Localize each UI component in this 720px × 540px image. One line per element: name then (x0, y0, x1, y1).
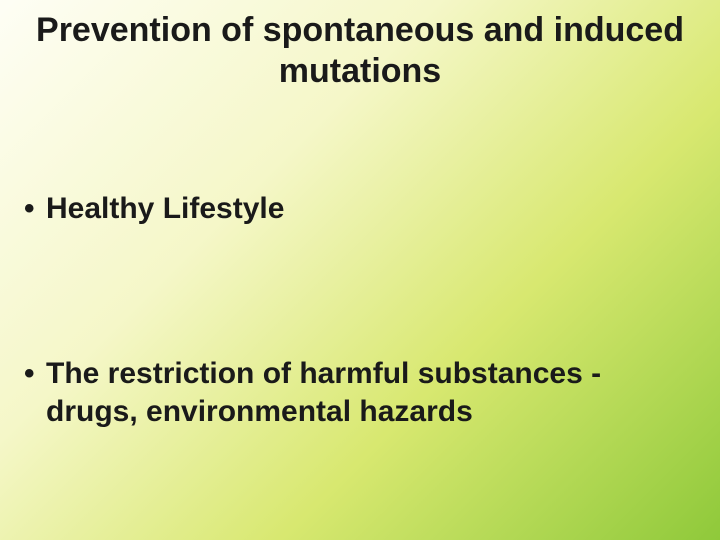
bullet-group-2: • The restriction of harmful substances … (24, 355, 696, 430)
bullet-marker: • (24, 190, 46, 226)
bullet-group-1: • Healthy Lifestyle (24, 190, 696, 228)
slide-title: Prevention of spontaneous and induced mu… (0, 0, 720, 92)
list-item: • The restriction of harmful substances … (24, 355, 696, 430)
bullet-text: The restriction of harmful substances - … (46, 355, 696, 430)
list-item: • Healthy Lifestyle (24, 190, 696, 228)
slide: Prevention of spontaneous and induced mu… (0, 0, 720, 540)
bullet-marker: • (24, 355, 46, 391)
bullet-text: Healthy Lifestyle (46, 190, 696, 228)
